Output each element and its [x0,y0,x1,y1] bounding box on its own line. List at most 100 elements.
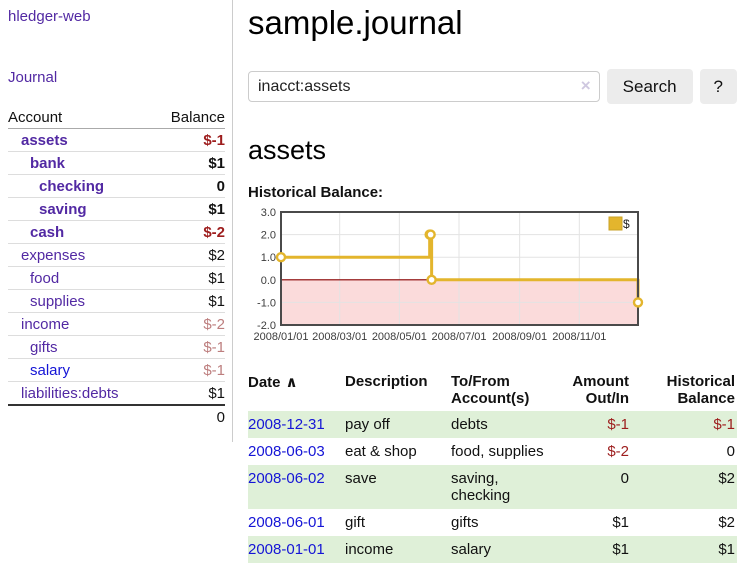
account-link[interactable]: income [21,316,70,333]
register-description: eat & shop [345,443,417,460]
legend-label: $ [623,217,630,231]
app-root: hledger-web Journal Account Balance asse… [0,0,737,563]
y-axis-tick-label: -2.0 [257,320,276,332]
y-axis-tick-label: 1.0 [261,252,276,264]
accounts-table-header: Account Balance [8,106,225,129]
account-row: saving $1 [8,198,225,221]
chart-label: Historical Balance: [248,184,384,201]
register-accounts: food, supplies [451,443,544,460]
register-balance: $2 [718,470,735,487]
register-date-link[interactable]: 2008-06-01 [248,514,325,531]
account-row: salary $-1 [8,359,225,382]
app-title-link[interactable]: hledger-web [8,8,91,25]
account-link[interactable]: salary [30,362,71,379]
register-date-link[interactable]: 2008-01-01 [248,541,325,558]
historical-balance-chart: $3.0 2.0 1.0 0.0 -1.0 -2.0 2008/01/01 2008/03/0… [248,207,737,350]
account-balance: $-2 [203,316,225,333]
search-input-wrap: × [248,71,600,102]
x-axis-tick-label: 2008/03/01 [312,331,367,343]
register-description: gift [345,514,366,531]
register-amount: $-1 [607,416,629,433]
account-row: supplies $1 [8,290,225,313]
register-accounts: salary [451,541,492,558]
account-row: cash $-2 [8,221,225,244]
sidebar: hledger-web Journal Account Balance asse… [0,0,233,563]
x-axis-tick-label: 2008/07/01 [431,331,486,343]
y-axis-tick-label: -1.0 [257,297,276,309]
account-row: income $-2 [8,313,225,336]
account-link[interactable]: cash [30,224,65,241]
account-balance: $1 [208,293,225,310]
sidebar-inner: hledger-web Journal Account Balance asse… [0,0,233,442]
sort-asc-icon: ∧ [285,374,298,391]
help-button[interactable]: ? [699,69,737,104]
register-balance: $-1 [713,416,735,433]
account-row: liabilities:debts $1 [8,382,225,405]
account-balance: $-1 [203,362,225,379]
account-link[interactable]: food [30,270,60,287]
register-row: 2008-06-03 eat & shop food, supplies $-2 0 [248,438,737,465]
chart-point [426,274,437,286]
account-link[interactable]: assets [21,132,68,149]
sidebar-item-journal[interactable]: Journal [8,69,58,86]
register-amount: $-2 [607,443,629,460]
search-button[interactable]: Search [606,69,693,104]
register-amount: 0 [620,470,629,487]
register-table: Date ∧ Description To/From Account(s) Amo… [248,371,737,563]
account-link[interactable]: gifts [30,339,58,356]
account-link[interactable]: checking [39,178,105,195]
account-row: gifts $-1 [8,336,225,359]
register-balance: $1 [718,541,735,558]
account-link[interactable]: supplies [30,293,86,310]
register-date-link[interactable]: 2008-06-02 [248,470,325,487]
register-row: 2008-06-01 gift gifts $1 $2 [248,509,737,536]
register-header-balance: Historical Balance [666,373,735,407]
x-axis-tick-label: 2008/09/01 [492,331,547,343]
chart-point [275,252,287,263]
clear-search-icon[interactable]: × [580,76,591,95]
register-accounts: debts [451,416,488,433]
register-header-date[interactable]: Date ∧ [248,374,298,391]
accounts-rows: assets $-1 bank $1 checking 0 saving $1 cash $-2 e… [8,129,225,405]
account-balance: $1 [208,270,225,287]
search-row: × Search ? [248,69,737,104]
account-heading: assets [248,135,327,165]
register-date-link[interactable]: 2008-06-03 [248,443,325,460]
account-balance: $1 [208,201,225,218]
account-row: assets $-1 [8,129,225,152]
y-axis-tick-label: 3.0 [261,207,276,219]
x-axis-tick-label: 2008/05/01 [372,331,427,343]
account-row: checking 0 [8,175,225,198]
account-row: expenses $2 [8,244,225,267]
account-balance: 0 [216,178,225,195]
chart-point [425,229,436,240]
account-link[interactable]: liabilities:debts [21,385,119,402]
accounts-total-balance: 0 [216,409,225,426]
page-title: sample.journal [248,4,463,41]
account-balance: $-1 [203,132,225,149]
account-link[interactable]: bank [30,155,66,172]
account-balance: $-2 [203,224,225,241]
accounts-header-account: Account [8,109,63,126]
register-row: 2008-12-31 pay off debts $-1 $-1 [248,411,737,438]
account-balance: $1 [208,155,225,172]
register-header-description: Description [345,373,428,390]
register-date-link[interactable]: 2008-12-31 [248,416,325,433]
x-axis-tick-label: 2008/11/01 [552,331,606,343]
account-balance: $2 [208,247,225,264]
account-link[interactable]: saving [39,201,87,218]
y-axis-tick-label: 0.0 [261,275,276,287]
register-description: pay off [345,416,390,433]
search-input[interactable] [248,71,600,102]
register-row: 2008-01-01 income salary $1 $1 [248,536,737,563]
register-description: save [345,470,377,487]
accounts-total-row: 0 [8,404,225,428]
register-description: income [345,541,394,558]
register-row: 2008-06-02 save saving, checking 0 $2 [248,465,737,509]
account-link[interactable]: expenses [21,247,86,264]
account-row: food $1 [8,267,225,290]
register-header-amount: Amount Out/In [572,373,629,407]
chart-point [632,297,644,308]
account-balance: $1 [208,385,225,402]
